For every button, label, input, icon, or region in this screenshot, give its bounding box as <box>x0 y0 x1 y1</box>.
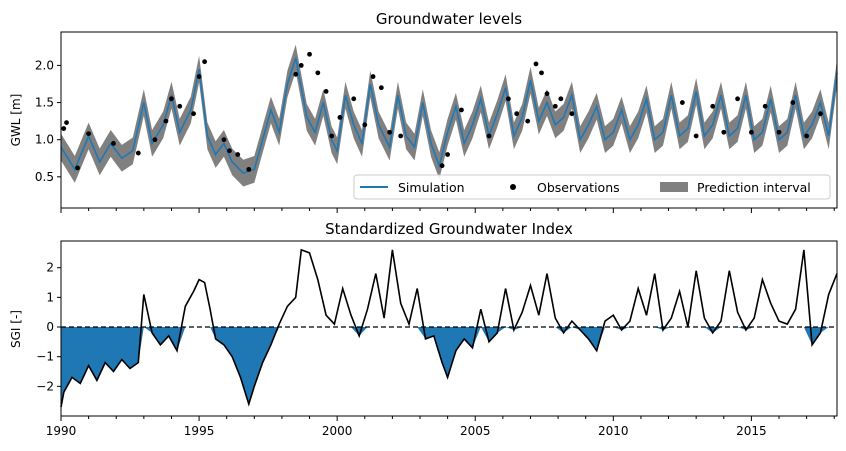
observation-point <box>177 103 183 109</box>
observation-point <box>544 91 550 97</box>
observation-point <box>790 100 796 105</box>
bottom-y-tick-label: −2 <box>36 379 54 393</box>
observation-point <box>804 133 810 139</box>
observation-point <box>86 131 92 137</box>
legend-interval-label: Prediction interval <box>697 180 811 195</box>
legend-simulation-label: Simulation <box>398 180 465 195</box>
observation-point <box>486 133 492 139</box>
observation-point <box>525 118 531 124</box>
observation-point <box>710 103 716 109</box>
observation-point <box>539 70 544 76</box>
top-y-tick-label: 2.0 <box>35 58 54 72</box>
top-y-tick-label: 1.5 <box>35 96 54 110</box>
below-zero-fill <box>61 327 837 408</box>
observation-point <box>196 74 202 79</box>
observation-point <box>307 51 312 57</box>
legend: Simulation Observations Prediction inter… <box>353 174 831 200</box>
observation-point <box>111 140 116 146</box>
observation-point <box>370 74 376 79</box>
simulation-line <box>60 57 838 175</box>
x-tick-label: 2015 <box>736 424 767 438</box>
observation-point <box>202 59 208 65</box>
bottom-y-tick-label: 1 <box>46 290 54 304</box>
observation-point <box>558 96 564 102</box>
observation-point <box>445 152 451 157</box>
top-y-axis-label: GWL [m] <box>9 94 23 147</box>
x-tick-label: 1995 <box>184 424 215 438</box>
observation-point <box>735 96 740 102</box>
observation-point <box>762 103 768 109</box>
observation-point <box>533 61 539 67</box>
observation-point <box>298 63 304 68</box>
observation-point <box>459 107 464 113</box>
top-y-tick-label: 1.0 <box>35 133 54 147</box>
top-y-tick-label: 0.5 <box>35 170 54 184</box>
observation-point <box>818 111 823 117</box>
observation-point <box>163 118 169 124</box>
observation-point <box>362 122 368 128</box>
observation-point <box>221 137 227 143</box>
legend-interval-swatch <box>660 182 688 192</box>
observation-point <box>569 111 575 117</box>
observation-point <box>135 150 141 156</box>
legend-observations-label: Observations <box>537 180 620 195</box>
bottom-y-axis-label: SGI [-] <box>9 310 23 348</box>
x-tick-label: 2010 <box>598 424 629 438</box>
observation-point <box>378 85 384 91</box>
observation-point <box>679 100 685 105</box>
top-plot-area: 0.5 1.0 1.5 2.0 <box>35 31 838 213</box>
legend-frame <box>353 174 831 200</box>
observation-point <box>721 129 727 135</box>
observation-point <box>748 129 754 135</box>
observation-point <box>315 70 321 76</box>
bottom-chart-title: Standardized Groundwater Index <box>325 220 573 238</box>
observation-point <box>387 129 393 135</box>
observation-point <box>191 111 196 117</box>
observation-point <box>398 133 404 139</box>
observation-point <box>246 166 252 172</box>
bottom-y-tick-label: 0 <box>46 320 54 334</box>
observation-point <box>323 89 329 94</box>
observation-point <box>75 165 80 171</box>
observation-point <box>235 152 241 157</box>
bottom-plot-area: −2 −1 0 1 2 1990 1995 2000 2005 2010 2015 <box>36 240 838 438</box>
observation-point <box>61 126 67 131</box>
bottom-axes-frame <box>60 240 838 417</box>
x-tick-label: 2005 <box>460 424 491 438</box>
bottom-y-tick-label: −1 <box>36 350 54 364</box>
observation-point <box>152 137 158 143</box>
sgi-line <box>60 248 838 408</box>
prediction-interval-band <box>61 44 837 187</box>
observation-point <box>64 120 69 125</box>
x-tick-label: 2000 <box>322 424 353 438</box>
observation-point <box>552 103 558 109</box>
observation-point <box>514 111 520 117</box>
top-axes-frame <box>60 31 838 209</box>
bottom-y-tick-label: 2 <box>46 261 54 275</box>
observation-point <box>337 115 343 120</box>
observation-point <box>693 133 699 139</box>
observation-point <box>293 71 299 77</box>
top-chart-title: Groundwater levels <box>376 10 522 28</box>
observation-point <box>776 129 782 135</box>
observation-point <box>505 96 511 102</box>
observation-point <box>329 133 335 139</box>
observation-point <box>227 148 232 154</box>
x-tick-label: 1990 <box>46 424 77 438</box>
observation-point <box>439 163 445 169</box>
observation-point <box>169 96 174 102</box>
legend-observations-swatch <box>510 184 516 190</box>
observation-point <box>351 96 357 102</box>
